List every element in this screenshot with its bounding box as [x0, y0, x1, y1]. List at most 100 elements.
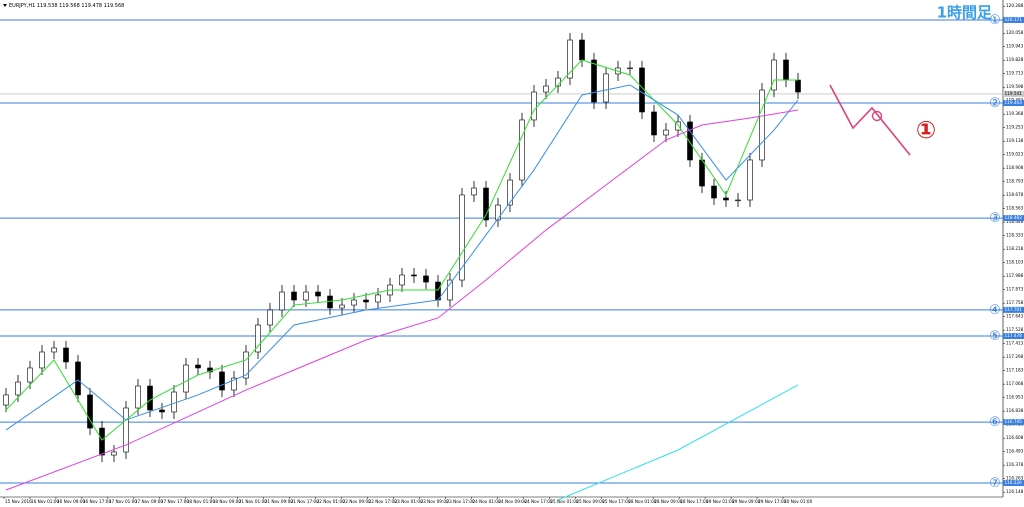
y-tick-label: 117.643 [1006, 314, 1024, 319]
y-tick-label: 117.528 [1006, 327, 1024, 332]
level-label: ⑦ [989, 476, 1001, 491]
x-tick-label: 24 Nov 01:00 [472, 499, 501, 504]
candle-body [735, 199, 741, 202]
candle-body [243, 351, 249, 379]
candle-body [495, 204, 501, 221]
level-price-label: 120.171 [1005, 17, 1023, 22]
candle-body [579, 39, 585, 61]
y-tick-label: 118.793 [1006, 179, 1024, 184]
level-label: ④ [989, 303, 1001, 318]
scenario-label: ① [916, 116, 936, 144]
level-price-box [1003, 333, 1024, 340]
candle-body [315, 291, 321, 297]
candle-body [447, 279, 453, 301]
candle-body [651, 111, 657, 136]
x-tick-label: 25 Nov 09:00 [576, 499, 605, 504]
y-tick-label: 117.183 [1006, 368, 1024, 373]
y-tick-label: 118.448 [1006, 219, 1024, 224]
x-tick-label: 23 Nov 09:00 [420, 499, 449, 504]
x-tick-label: 22 Nov 01:00 [317, 499, 346, 504]
y-tick-label: 118.103 [1006, 260, 1024, 265]
candle-body [123, 407, 129, 453]
current-price-box [1003, 90, 1024, 97]
candle-body [339, 304, 345, 309]
x-tick-label: 22 Nov 17:00 [369, 499, 398, 504]
y-tick-label: 117.413 [1006, 341, 1024, 346]
candle-body [531, 91, 537, 121]
candle-body [99, 427, 105, 456]
y-tick-label: 116.263 [1006, 476, 1024, 481]
candle-body [795, 79, 801, 93]
candle-body [267, 309, 273, 326]
x-tick-label: 16 Nov 09:00 [57, 499, 86, 504]
candle-body [471, 187, 477, 196]
y-tick-label: 118.678 [1006, 192, 1024, 197]
level-label: ② [989, 96, 1001, 111]
moving-average [5, 84, 799, 431]
candle-body [483, 187, 489, 221]
candle-body [111, 451, 117, 456]
candle-body [375, 294, 381, 303]
y-tick-label: 120.288 [1006, 3, 1024, 8]
moving-average [5, 109, 799, 491]
x-tick-label: 16 Nov 17:00 [83, 499, 112, 504]
x-tick-label: 17 Nov 09:00 [135, 499, 164, 504]
x-tick-label: 22 Nov 09:00 [343, 499, 372, 504]
scenario-point [871, 110, 883, 122]
level-price-label: 117.701 [1005, 307, 1023, 312]
x-tick-label: 18 Nov 09:00 [213, 499, 242, 504]
candle-body [75, 361, 81, 396]
candle-body [219, 371, 225, 391]
y-tick-label: 116.148 [1006, 489, 1024, 494]
candle-body [3, 394, 9, 406]
y-tick-label: 119.023 [1006, 152, 1024, 157]
y-tick-label: 116.838 [1006, 408, 1024, 413]
candle-body [51, 347, 57, 353]
level-price-box [1003, 100, 1024, 107]
candle-body [459, 194, 465, 281]
y-tick-label: 119.138 [1006, 138, 1024, 143]
plot: 116.148 116.263 116.378 116.493 116.608 116.7… [0, 3, 1024, 504]
candle-body [723, 197, 729, 201]
candle-body [759, 89, 765, 161]
candle-body [183, 364, 189, 393]
candle-body [747, 159, 753, 201]
candle-body [711, 185, 717, 199]
candle-body [663, 129, 669, 136]
candle-body [15, 381, 21, 396]
level-price-box [1003, 215, 1024, 222]
y-tick-label: 118.333 [1006, 233, 1024, 238]
candle-body [291, 291, 297, 301]
chart-title: EURJPY,H1 119.538 119.568 119.478 119.56… [9, 3, 124, 9]
y-tick-label: 119.598 [1006, 84, 1024, 89]
candle-body [39, 351, 45, 369]
y-tick-label: 119.943 [1006, 44, 1024, 49]
moving-average [5, 59, 798, 441]
x-tick-label: 15 Nov 2016 [5, 499, 32, 504]
y-tick-label: 120.058 [1006, 30, 1024, 35]
y-tick-label: 119.253 [1006, 125, 1024, 130]
y-tick-label: 118.563 [1006, 206, 1024, 211]
y-tick-label: 116.493 [1006, 449, 1024, 454]
timeframe-label: 1時間足 [937, 4, 993, 22]
y-tick-label: 119.713 [1006, 71, 1024, 76]
candle-body [327, 295, 333, 309]
candle-body [63, 347, 69, 363]
y-tick-label: 119.828 [1006, 57, 1024, 62]
level-label: ⑥ [989, 415, 1001, 430]
x-tick-label: 17 Nov 01:00 [109, 499, 138, 504]
x-tick-label: 28 Nov 01:00 [628, 499, 657, 504]
y-tick-label: 117.758 [1006, 300, 1024, 305]
y-tick-label: 117.068 [1006, 381, 1024, 386]
x-tick-label: 29 Nov 09:00 [732, 499, 761, 504]
candle-body [771, 59, 777, 91]
candle-body [411, 274, 417, 277]
level-price-label: 119.463 [1005, 100, 1023, 105]
y-tick-label: 117.873 [1006, 287, 1024, 292]
candle-body [687, 121, 693, 161]
candle-body [627, 67, 633, 70]
candle-body [591, 59, 597, 103]
candle-body [231, 377, 237, 391]
candle-body [363, 299, 369, 303]
x-tick-label: 29 Nov 17:00 [758, 499, 787, 504]
